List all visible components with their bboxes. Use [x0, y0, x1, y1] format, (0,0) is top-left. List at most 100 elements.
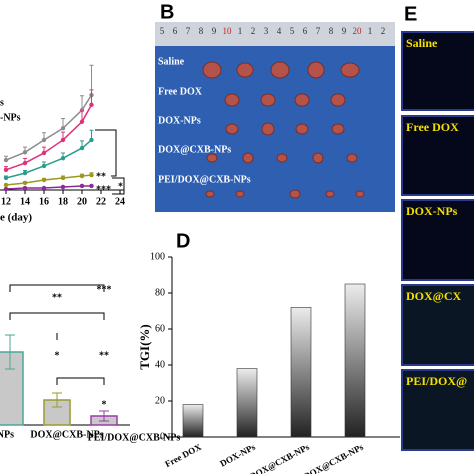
ruler-number: 7 — [316, 26, 321, 36]
marker — [41, 177, 47, 183]
tumor — [294, 93, 310, 107]
fluorescence-image — [401, 31, 474, 111]
ruler-number: 8 — [329, 26, 334, 36]
ruler-number: 1 — [368, 26, 373, 36]
marker — [22, 160, 28, 166]
marker — [89, 172, 94, 178]
ruler-number: 3 — [264, 26, 269, 36]
bar — [344, 283, 366, 438]
tumor — [206, 153, 218, 163]
significance: ** — [96, 171, 106, 182]
marker — [79, 173, 85, 179]
ruler-number: 5 — [160, 26, 165, 36]
marker — [3, 167, 9, 173]
tumor — [224, 93, 240, 107]
ruler-number: 1 — [238, 26, 243, 36]
error-bar — [99, 410, 109, 422]
line — [5, 174, 92, 186]
axes — [171, 257, 400, 438]
photo-label: PEI/DOX@CXB-NPs — [158, 174, 251, 185]
tumor — [236, 62, 254, 78]
panel-letter: B — [160, 1, 174, 23]
tumor — [340, 62, 360, 78]
panel-letter: D — [176, 230, 190, 252]
marker — [60, 137, 66, 143]
marker — [60, 184, 66, 190]
marker — [41, 150, 47, 156]
marker — [22, 180, 28, 186]
significance: * — [102, 399, 107, 410]
x-tick-label: NPs — [0, 429, 14, 440]
x-tick-label: Free DOX — [163, 442, 203, 470]
marker — [79, 183, 85, 189]
marker — [3, 157, 9, 163]
y-axis-title: TGI(%) — [137, 324, 152, 370]
marker — [89, 102, 94, 108]
marker — [22, 170, 28, 176]
ruler-number: 9 — [342, 26, 347, 36]
ruler-number: 4 — [277, 26, 282, 36]
significance: *** — [97, 284, 112, 295]
line — [5, 94, 93, 161]
marker — [60, 155, 66, 161]
ruler-number: 5 — [290, 26, 295, 36]
ruler-number: 9 — [212, 26, 217, 36]
marker — [3, 175, 9, 181]
y-tick-label: 0 — [160, 431, 165, 442]
x-axis-title: e (day) — [0, 212, 32, 224]
ruler-number: 20 — [353, 26, 363, 36]
significance: ** — [99, 350, 109, 361]
ruler-number: 2 — [251, 26, 256, 36]
legend-text: -NPs — [0, 112, 21, 123]
ruler-number: 6 — [303, 26, 308, 36]
error-bar — [89, 89, 94, 105]
bar — [0, 351, 24, 426]
ruler-number: 10 — [223, 26, 233, 36]
tumor — [205, 190, 215, 198]
marker — [79, 119, 85, 124]
tumor — [346, 153, 358, 163]
line — [5, 139, 92, 179]
bracket — [95, 129, 125, 195]
tumor — [331, 123, 345, 135]
tumor — [270, 61, 290, 79]
marker — [89, 137, 94, 143]
photo-label: DOX-NPs — [158, 115, 201, 126]
fluorescence-image — [401, 115, 474, 196]
significance: *** — [96, 184, 111, 195]
tumor — [235, 190, 245, 198]
ruler-number: 7 — [186, 26, 191, 36]
ruler-number: 2 — [381, 26, 386, 36]
line — [5, 185, 92, 190]
fluorescence-label: Saline — [406, 36, 438, 50]
error-bar — [80, 95, 84, 111]
tumor — [242, 152, 254, 164]
photo-label: Saline — [158, 56, 185, 67]
fluorescence-image — [401, 284, 474, 366]
error-bar — [52, 392, 62, 408]
tumor — [276, 153, 288, 163]
tumor — [325, 190, 335, 198]
bar — [182, 404, 204, 438]
fluorescence-image — [401, 199, 474, 281]
tumor — [307, 61, 325, 79]
panel-letter: E — [404, 3, 417, 25]
tumor — [225, 123, 239, 135]
significance: ** — [52, 292, 62, 303]
x-tick-label: 18 — [58, 196, 68, 207]
fluorescence-label: PEI/DOX@ — [406, 374, 467, 388]
marker — [41, 163, 47, 169]
x-tick-label: 22 — [96, 196, 106, 207]
y-tick-label: 20 — [155, 395, 165, 406]
fluorescence-image — [401, 369, 474, 451]
x-tick-label: 14 — [20, 196, 30, 207]
marker — [79, 145, 85, 151]
bar — [290, 307, 312, 438]
legend-text: s — [0, 97, 4, 108]
bracket — [9, 284, 105, 385]
y-tick-label: 60 — [155, 323, 165, 334]
marker — [3, 186, 9, 192]
significance: * — [55, 350, 60, 361]
